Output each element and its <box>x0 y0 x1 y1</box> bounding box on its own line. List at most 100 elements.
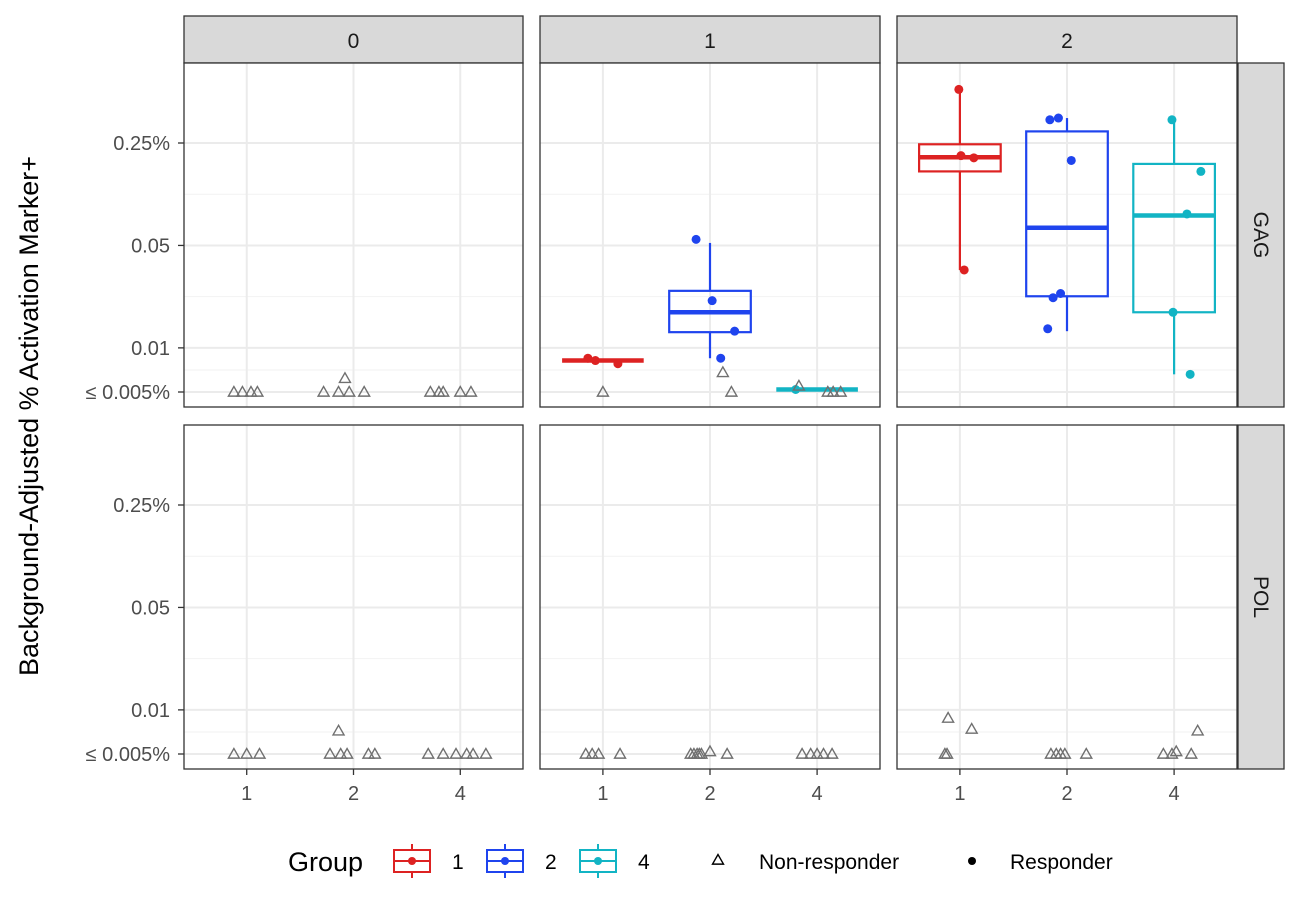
responder-point <box>959 265 969 275</box>
non-responder-point <box>250 385 265 397</box>
box-group-1 <box>917 89 1002 270</box>
panel-marks-1-POL <box>579 744 839 759</box>
non-responder-point <box>464 385 478 397</box>
legend-dot <box>594 857 602 865</box>
non-responder-point <box>1079 747 1093 759</box>
non-responder-point <box>720 747 734 759</box>
non-responder-point <box>810 747 824 759</box>
non-responder-point <box>941 711 955 723</box>
panels-layer: 0 1 2 GAG POL <box>183 15 1285 770</box>
panel-0-POL <box>184 425 523 769</box>
panel-marks-2-GAG <box>917 84 1217 379</box>
non-responder-point <box>591 747 606 759</box>
x-tick-label: 1 <box>241 783 252 805</box>
non-responder-point <box>436 385 450 397</box>
non-responder-point <box>585 747 599 759</box>
responder-point <box>707 296 717 306</box>
responder-point <box>1045 115 1055 125</box>
x-tick-label: 2 <box>348 783 359 805</box>
col-strip-label-0: 0 <box>348 30 360 53</box>
responder-point <box>1066 155 1076 165</box>
panel-marks-1-GAG <box>562 234 858 397</box>
responder-point <box>583 353 593 363</box>
responder-point <box>1185 369 1195 379</box>
row-strip-label-GAG: GAG <box>1249 212 1272 259</box>
non-responder-point <box>368 747 382 759</box>
non-responder-point <box>479 747 493 759</box>
non-responder-point <box>613 747 627 759</box>
responder-point <box>613 359 623 369</box>
non-responder-point <box>331 385 346 397</box>
responder-point <box>716 353 726 363</box>
non-responder-point <box>338 371 352 384</box>
panel-2-GAG <box>897 63 1237 407</box>
non-responder-point <box>1156 747 1171 759</box>
non-responder-point <box>803 747 818 759</box>
y-tick-label: 0.25% <box>113 133 170 155</box>
panel-1-POL <box>540 425 880 769</box>
panel-border <box>183 62 524 408</box>
col-strip-label-1: 1 <box>704 30 716 53</box>
x-tick-label: 1 <box>597 783 608 805</box>
x-tick-label: 4 <box>1169 783 1180 805</box>
x-tick-label: 2 <box>1061 783 1072 805</box>
non-responder-point <box>316 385 331 397</box>
responder-point <box>1196 166 1206 176</box>
legend: Group 1 2 4 Non-responder Responder <box>288 844 1113 878</box>
non-responder-point <box>1190 723 1205 736</box>
legend-circle-icon <box>968 857 976 865</box>
non-responder-point <box>1169 744 1183 757</box>
y-tick-label: ≤ 0.005% <box>86 744 171 766</box>
legend-label-group-4: 4 <box>638 851 650 874</box>
non-responder-point <box>331 723 346 736</box>
y-tick-label: 0.25% <box>113 495 170 517</box>
panel-0-GAG <box>184 63 523 407</box>
y-tick-label: 0.01 <box>131 700 170 722</box>
non-responder-point <box>235 385 250 397</box>
non-responder-point <box>252 747 267 759</box>
non-responder-point <box>716 365 730 378</box>
legend-label-group-1: 1 <box>452 851 464 874</box>
panel-border <box>539 62 881 408</box>
responder-point <box>956 151 966 161</box>
legend-label-non-responder: Non-responder <box>759 851 899 874</box>
non-responder-point <box>227 385 241 397</box>
y-tick-label: 0.05 <box>131 235 170 257</box>
legend-dot <box>408 857 416 865</box>
non-responder-point <box>1165 747 1179 759</box>
non-responder-point <box>724 385 739 397</box>
non-responder-point <box>795 747 809 759</box>
non-responder-point <box>826 385 840 397</box>
non-responder-point <box>423 385 438 397</box>
non-responder-point <box>459 747 474 759</box>
non-responder-point <box>792 379 806 391</box>
non-responder-point <box>421 747 435 759</box>
responder-point <box>691 234 701 244</box>
legend-key-group-2 <box>486 844 524 878</box>
non-responder-point <box>340 747 354 759</box>
panel-marks-0-GAG <box>227 371 478 397</box>
non-responder-point <box>449 747 463 759</box>
box-group-2 <box>1025 118 1109 332</box>
legend-triangle-icon <box>711 853 725 865</box>
legend-dot <box>501 857 509 865</box>
responder-point <box>1053 113 1063 123</box>
non-responder-point <box>703 744 717 757</box>
non-responder-point <box>436 747 450 759</box>
y-axis-title: Background-Adjusted % Activation Marker+ <box>14 156 44 676</box>
non-responder-point <box>816 747 831 759</box>
col-strip-2 <box>896 15 1238 64</box>
non-responder-point <box>357 385 371 397</box>
non-responder-point <box>240 747 254 759</box>
row-strip-label-POL: POL <box>1249 576 1272 618</box>
panel-marks-0-POL <box>227 723 493 759</box>
non-responder-point <box>964 722 979 734</box>
non-responder-point <box>361 747 376 759</box>
non-responder-point <box>596 385 610 397</box>
row-strip-GAG <box>1237 62 1285 408</box>
responder-point <box>590 356 600 366</box>
non-responder-point <box>1058 747 1072 759</box>
box-group-2 <box>668 242 752 359</box>
non-responder-point <box>453 385 467 397</box>
